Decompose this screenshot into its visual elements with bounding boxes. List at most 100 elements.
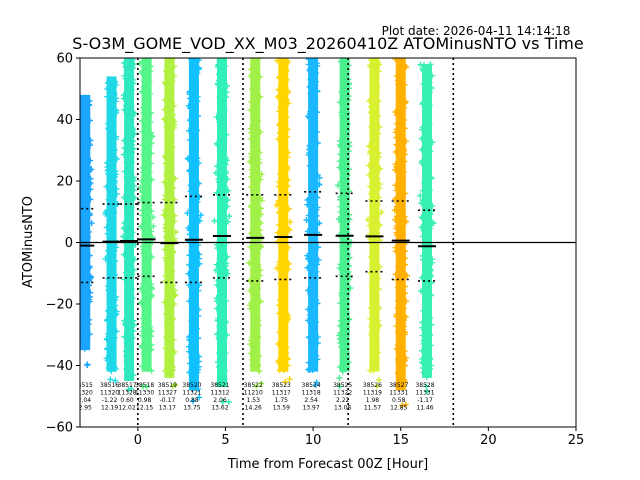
data-point <box>310 249 317 256</box>
data-point <box>312 108 319 115</box>
data-point <box>394 284 401 291</box>
data-point <box>195 363 202 370</box>
data-point <box>220 374 227 381</box>
data-point <box>167 85 174 92</box>
data-point <box>335 215 342 222</box>
data-point <box>395 169 402 176</box>
data-point <box>190 150 197 157</box>
data-point <box>251 226 258 233</box>
data-point <box>250 221 257 228</box>
data-point <box>305 306 312 313</box>
data-point <box>105 331 112 338</box>
data-point <box>193 208 200 215</box>
data-point <box>254 250 261 257</box>
data-point <box>376 181 383 188</box>
data-point <box>258 243 265 250</box>
data-point <box>427 331 434 338</box>
data-point <box>375 194 382 201</box>
data-point <box>342 133 349 140</box>
data-point <box>252 144 259 151</box>
data-point <box>82 250 89 257</box>
data-point <box>247 159 254 166</box>
data-point <box>341 338 348 345</box>
data-point <box>372 182 379 189</box>
data-point <box>369 72 376 79</box>
group-stat-label: 11320 <box>100 390 119 397</box>
data-point <box>189 288 196 295</box>
data-point <box>306 142 313 149</box>
data-point <box>189 68 196 75</box>
scatter-group <box>80 94 95 369</box>
data-point <box>316 181 323 188</box>
data-point <box>310 168 317 175</box>
data-point <box>247 125 254 132</box>
data-point <box>248 337 255 344</box>
data-point <box>375 349 382 356</box>
x-tick-label: 15 <box>392 433 409 448</box>
data-point <box>195 386 202 393</box>
data-point <box>374 166 381 173</box>
data-point <box>139 212 146 219</box>
data-point <box>141 228 148 235</box>
data-point <box>162 278 169 285</box>
data-point <box>169 268 176 275</box>
outlier-point <box>258 380 265 387</box>
data-point <box>126 132 133 139</box>
data-point <box>400 213 407 220</box>
data-point <box>255 317 262 324</box>
data-point <box>339 146 346 153</box>
data-point <box>400 323 407 330</box>
data-point <box>339 186 346 193</box>
data-point <box>371 353 378 360</box>
data-point <box>162 160 169 167</box>
data-point <box>80 149 83 156</box>
group-stat-label: 11331 <box>389 390 408 397</box>
data-point <box>400 117 407 124</box>
data-point <box>120 225 127 232</box>
data-point <box>304 287 311 294</box>
data-point <box>396 223 403 230</box>
data-point <box>425 141 432 148</box>
data-point <box>139 332 146 339</box>
data-point <box>169 78 176 85</box>
data-point <box>148 254 155 261</box>
data-point <box>395 101 402 108</box>
data-point <box>163 179 170 186</box>
data-point <box>427 315 434 322</box>
data-point <box>169 114 176 121</box>
data-point <box>425 286 432 293</box>
data-point <box>129 295 136 302</box>
data-point <box>187 95 194 102</box>
data-point <box>251 88 258 95</box>
data-point <box>428 280 435 287</box>
data-point <box>221 367 228 374</box>
data-point <box>307 97 314 104</box>
data-point <box>427 342 434 349</box>
data-point <box>423 129 430 136</box>
outlier-point <box>336 375 343 382</box>
data-point <box>369 226 376 233</box>
data-point <box>84 168 91 175</box>
data-point <box>281 367 288 374</box>
data-point <box>309 343 316 350</box>
data-point <box>224 197 231 204</box>
data-point <box>215 81 222 88</box>
outlier-point <box>84 362 91 369</box>
data-point <box>367 183 374 190</box>
data-point <box>215 315 222 322</box>
data-point <box>144 218 151 225</box>
data-point <box>104 345 111 352</box>
data-point <box>398 294 405 301</box>
data-point <box>192 287 199 294</box>
scatter-group <box>102 76 121 384</box>
data-point <box>247 302 254 309</box>
data-point <box>184 210 191 217</box>
data-point <box>368 323 375 330</box>
data-layer: 3851511320-2.0412.953851611320-1.2212.19… <box>80 58 576 427</box>
group-stat-label: 11.57 <box>364 405 381 412</box>
data-point <box>278 309 285 316</box>
data-point <box>130 267 137 274</box>
data-point <box>336 363 343 370</box>
data-point <box>192 367 199 374</box>
data-point <box>253 245 260 252</box>
